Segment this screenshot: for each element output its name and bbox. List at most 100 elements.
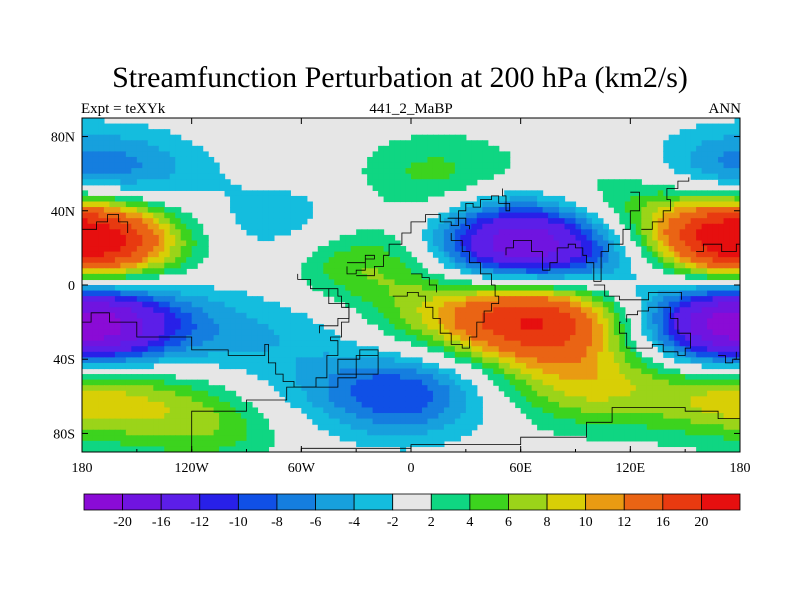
contour-cell <box>443 251 450 258</box>
contour-cell <box>224 424 231 431</box>
contour-cell <box>103 335 111 342</box>
contour-cell <box>674 156 681 164</box>
contour-cell <box>443 234 450 242</box>
contour-cell <box>548 218 555 225</box>
contour-cell <box>520 374 527 381</box>
contour-cell <box>734 173 740 180</box>
contour-cell <box>378 368 385 375</box>
contour-cell <box>575 312 582 319</box>
contour-cell <box>416 329 423 336</box>
contour-cell <box>685 318 692 325</box>
contour-cell <box>427 190 434 197</box>
contour-cell <box>701 240 708 247</box>
contour-cell <box>411 435 418 442</box>
contour-cell <box>679 357 686 364</box>
contour-cell <box>372 156 379 164</box>
contour-cell <box>131 251 138 258</box>
contour-cell <box>427 368 434 375</box>
contour-cell <box>646 229 653 236</box>
contour-cell <box>619 413 626 420</box>
contour-cell <box>575 362 582 370</box>
contour-cell <box>400 323 407 331</box>
contour-cell <box>142 429 149 436</box>
contour-cell <box>339 374 346 381</box>
contour-cell <box>219 318 226 325</box>
contour-cell <box>734 307 740 314</box>
contour-cell <box>515 351 522 358</box>
contour-cell <box>109 229 116 236</box>
contour-cell <box>356 385 363 392</box>
contour-cell <box>158 312 165 319</box>
contour-cell <box>372 440 379 448</box>
contour-cell <box>290 401 297 409</box>
contour-cell <box>734 140 740 147</box>
contour-cell <box>142 201 149 208</box>
contour-cell <box>427 401 434 409</box>
contour-cell <box>597 251 604 258</box>
contour-cell <box>136 390 143 397</box>
contour-cell <box>509 234 516 242</box>
contour-cell <box>586 262 593 269</box>
contour-cell <box>580 390 588 397</box>
contour-cell <box>586 246 593 253</box>
contour-cell <box>230 318 237 325</box>
contour-cell <box>394 351 401 358</box>
contour-cell <box>219 184 226 191</box>
contour-cell <box>570 285 577 292</box>
contour-cell <box>427 390 434 397</box>
contour-cell <box>334 285 341 292</box>
contour-cell <box>158 129 165 136</box>
contour-cell <box>542 285 549 292</box>
contour-cell <box>114 145 121 152</box>
contour-cell <box>257 440 264 448</box>
contour-cell <box>219 346 226 353</box>
contour-cell <box>191 257 198 264</box>
contour-cell <box>548 195 555 203</box>
contour-cell <box>591 240 599 247</box>
contour-cell <box>515 329 522 336</box>
contour-cell <box>729 323 736 331</box>
contour-cell <box>559 429 566 436</box>
contour-cell <box>652 218 659 225</box>
contour-cell <box>82 207 89 214</box>
contour-cell <box>602 223 609 230</box>
contour-cell <box>389 407 396 414</box>
contour-cell <box>619 323 626 331</box>
contour-cell <box>411 390 418 397</box>
contour-cell <box>718 162 725 169</box>
contour-cell <box>378 323 385 331</box>
contour-cell <box>685 162 692 169</box>
contour-cell <box>432 440 440 448</box>
contour-cell <box>136 134 143 141</box>
contour-cell <box>125 195 132 203</box>
contour-cell <box>460 240 467 247</box>
contour-cell <box>389 279 396 286</box>
contour-cell <box>142 357 149 364</box>
contour-cell <box>685 424 692 431</box>
contour-cell <box>87 273 94 281</box>
contour-cell <box>729 346 736 353</box>
contour-cell <box>718 273 725 281</box>
contour-cell <box>186 312 193 319</box>
contour-cell <box>180 318 187 325</box>
contour-cell <box>657 440 664 448</box>
contour-cell <box>82 285 89 292</box>
contour-cell <box>734 268 740 275</box>
contour-cell <box>356 396 363 403</box>
contour-cell <box>443 368 450 375</box>
contour-cell <box>465 429 472 436</box>
contour-cell <box>465 201 472 208</box>
contour-cell <box>520 307 527 314</box>
contour-cell <box>526 340 533 347</box>
contour-cell <box>109 262 116 269</box>
contour-cell <box>202 179 209 186</box>
contour-cell <box>564 251 571 258</box>
contour-cell <box>421 424 429 431</box>
contour-cell <box>559 218 566 225</box>
contour-cell <box>153 296 160 303</box>
contour-cell <box>646 207 653 214</box>
contour-cell <box>175 390 182 397</box>
contour-cell <box>509 368 516 375</box>
experiment-label: Expt = teXYk <box>81 101 166 117</box>
contour-cell <box>405 385 412 392</box>
